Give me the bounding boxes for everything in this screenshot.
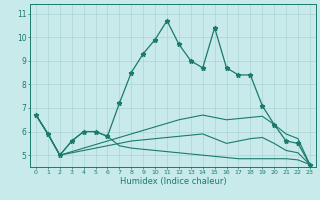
- X-axis label: Humidex (Indice chaleur): Humidex (Indice chaleur): [120, 177, 226, 186]
